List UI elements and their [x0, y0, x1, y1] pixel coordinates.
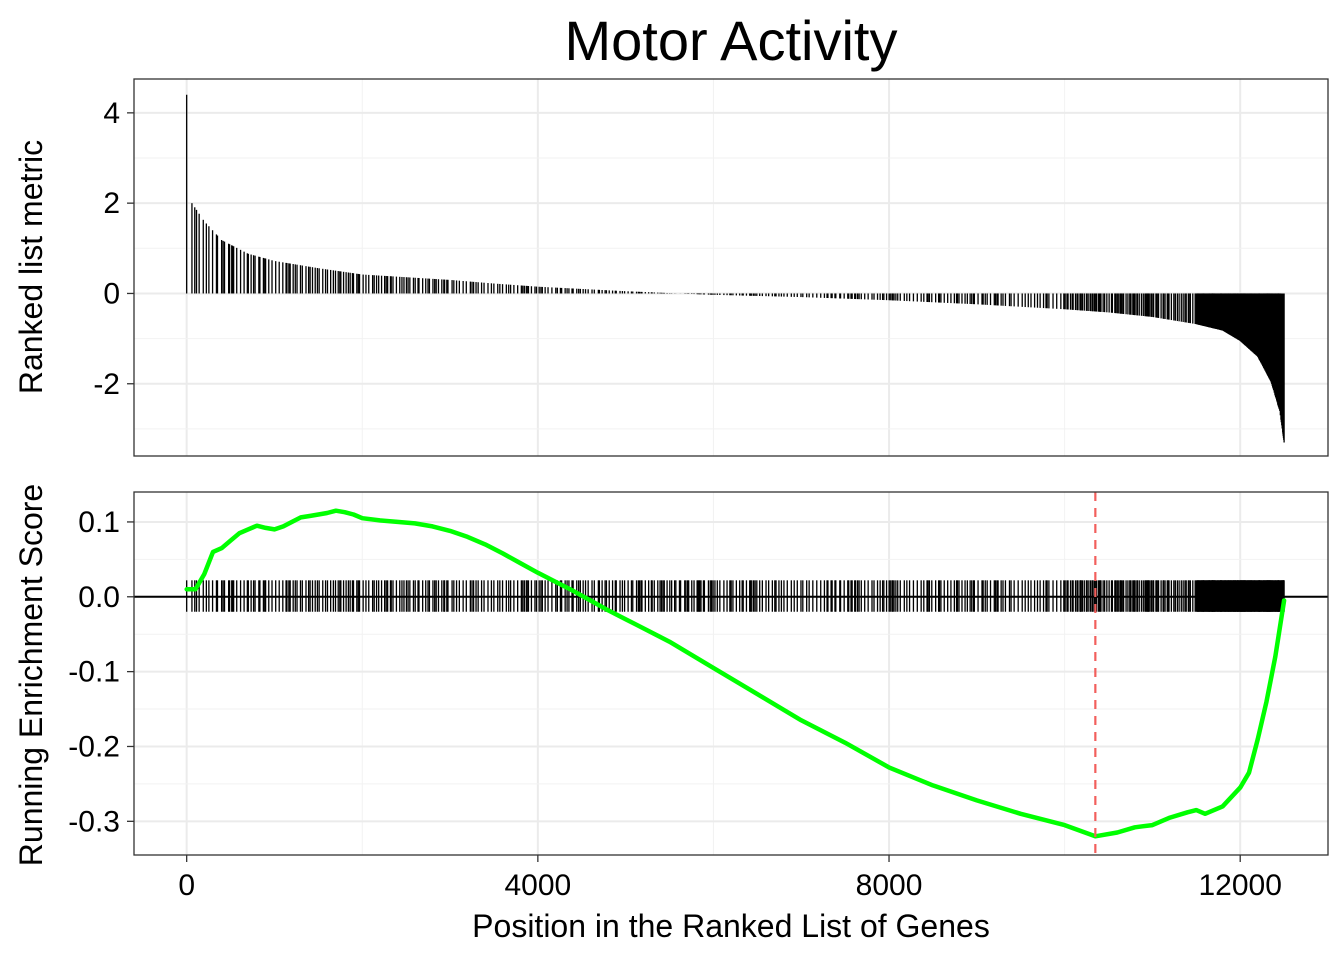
x-tick-label: 12000 [1198, 869, 1281, 902]
top-panel-grid [134, 79, 1328, 456]
top-y-tick-label: 0 [103, 277, 120, 310]
bottom-y-tick-label: 0.0 [78, 581, 120, 614]
bottom-panel-background [134, 492, 1328, 855]
chart-title: Motor Activity [565, 9, 898, 72]
enrichment-score-line [184, 508, 1287, 839]
bottom-y-axis: -0.3 -0.2 -0.1 0.0 0.1 [68, 506, 134, 838]
top-y-tick-label: 2 [103, 187, 120, 220]
bottom-panel-border [133, 491, 1329, 856]
top-panel-border [133, 78, 1329, 457]
ranked-metric-bars [186, 94, 1285, 443]
x-axis-label: Position in the Ranked List of Genes [472, 908, 990, 944]
x-tick-label: 8000 [856, 869, 923, 902]
bottom-y-tick-label: -0.3 [68, 805, 120, 838]
bottom-y-tick-label: -0.2 [68, 730, 120, 763]
x-tick-label: 0 [178, 869, 195, 902]
top-y-axis: -2 0 2 4 [93, 97, 134, 401]
x-tick-label: 4000 [504, 869, 571, 902]
top-y-axis-label: Ranked list metric [13, 140, 49, 394]
enrichment-score-panel: -0.3 -0.2 -0.1 0.0 0.1 0 4000 8000 12000 Runnin… [13, 484, 1329, 944]
top-y-tick-label: -2 [93, 368, 120, 401]
x-axis: 0 4000 8000 12000 [178, 855, 1282, 902]
bottom-y-tick-label: -0.1 [68, 656, 120, 689]
bottom-y-axis-label: Running Enrichment Score [13, 484, 49, 866]
top-panel-background [134, 79, 1328, 456]
top-y-tick-label: 4 [103, 97, 120, 130]
enrichment-line-group [184, 508, 1287, 839]
ranked-metric-panel: -2 0 2 4 Ranked list metric [13, 78, 1329, 457]
bottom-y-tick-label: 0.1 [78, 506, 120, 539]
